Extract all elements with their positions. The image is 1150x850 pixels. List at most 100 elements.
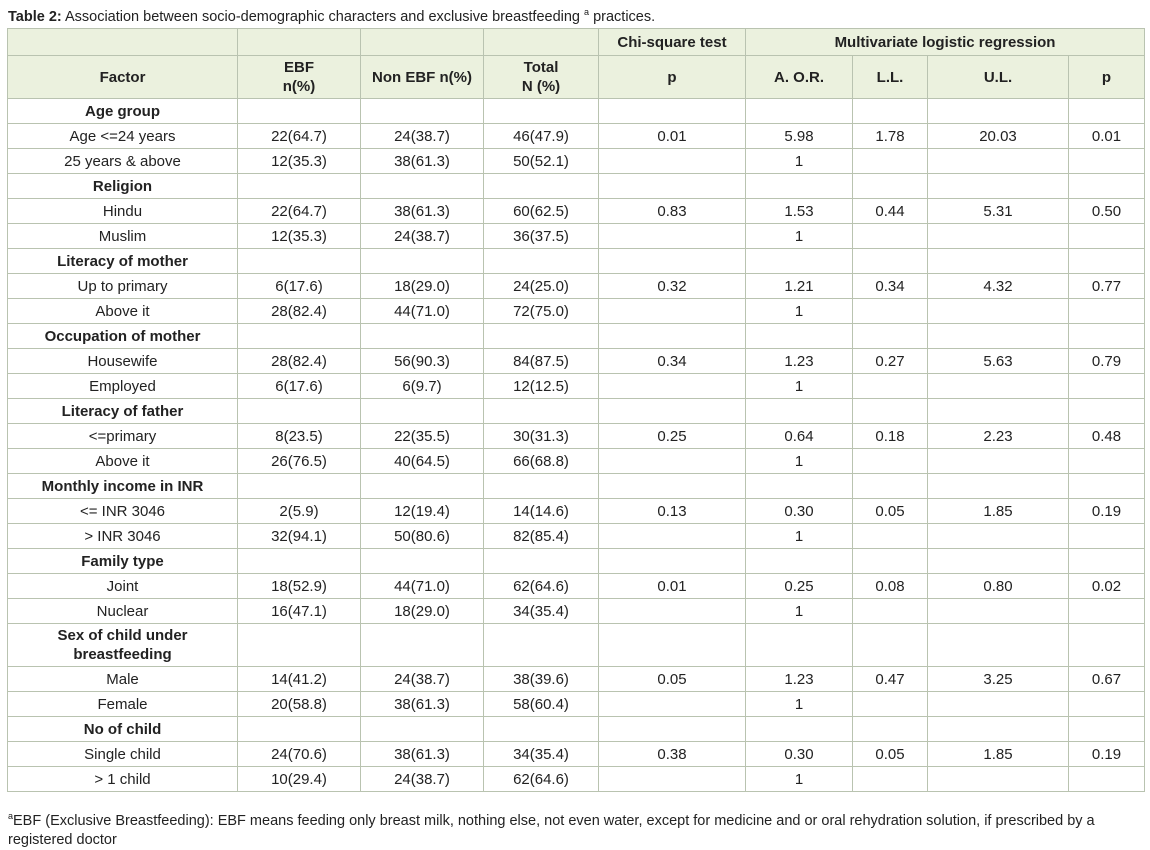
empty-cell xyxy=(852,398,928,424)
footnote-superscript: a xyxy=(8,811,14,821)
group-label: Occupation of mother xyxy=(7,323,238,349)
value-cell xyxy=(852,766,928,792)
group-label: Religion xyxy=(7,173,238,199)
value-cell: 22(35.5) xyxy=(360,423,484,449)
factor-cell: > INR 3046 xyxy=(7,523,238,549)
header-empty-cell xyxy=(360,28,484,56)
value-cell: 5.31 xyxy=(927,198,1069,224)
empty-cell xyxy=(237,716,361,742)
group-row: Literacy of mother xyxy=(7,248,1146,274)
value-cell: 4.32 xyxy=(927,273,1069,299)
value-cell: 58(60.4) xyxy=(483,691,599,717)
table-row: > INR 3046 32(94.1) 50(80.6) 82(85.4) 1 xyxy=(7,523,1146,549)
value-cell: 50(52.1) xyxy=(483,148,599,174)
factor-cell: Single child xyxy=(7,741,238,767)
group-label: No of child xyxy=(7,716,238,742)
value-cell: 38(61.3) xyxy=(360,198,484,224)
value-cell: 0.79 xyxy=(1067,348,1146,374)
table-row: Employed 6(17.6) 6(9.7) 12(12.5) 1 xyxy=(7,373,1146,399)
table-row: 25 years & above 12(35.3) 38(61.3) 50(52.1)… xyxy=(7,148,1146,174)
group-row: Sex of child under breastfeeding xyxy=(7,623,1146,667)
value-cell: 0.34 xyxy=(598,348,746,374)
value-cell: 84(87.5) xyxy=(483,348,599,374)
value-cell: 0.05 xyxy=(852,498,928,524)
value-cell: 1 xyxy=(745,691,853,717)
value-cell xyxy=(927,223,1069,249)
group-row: Occupation of mother xyxy=(7,323,1146,349)
empty-cell xyxy=(237,398,361,424)
value-cell: 0.44 xyxy=(852,198,928,224)
value-cell xyxy=(852,298,928,324)
empty-cell xyxy=(237,98,361,124)
value-cell: 26(76.5) xyxy=(237,448,361,474)
empty-cell xyxy=(360,716,484,742)
value-cell xyxy=(598,298,746,324)
table-row: Above it 26(76.5) 40(64.5) 66(68.8) 1 xyxy=(7,448,1146,474)
empty-cell xyxy=(360,173,484,199)
value-cell: 1 xyxy=(745,448,853,474)
empty-cell xyxy=(745,173,853,199)
value-cell: 0.08 xyxy=(852,573,928,599)
value-cell: 40(64.5) xyxy=(360,448,484,474)
value-cell: 0.19 xyxy=(1067,741,1146,767)
empty-cell xyxy=(852,473,928,499)
value-cell: 1.21 xyxy=(745,273,853,299)
factor-cell: Male xyxy=(7,666,238,692)
caption-text: Association between socio-demographic ch… xyxy=(64,8,580,25)
value-cell: 12(35.3) xyxy=(237,148,361,174)
value-cell xyxy=(852,523,928,549)
value-cell xyxy=(852,448,928,474)
empty-cell xyxy=(360,473,484,499)
table-row: Female 20(58.8) 38(61.3) 58(60.4) 1 xyxy=(7,691,1146,717)
value-cell: 38(39.6) xyxy=(483,666,599,692)
empty-cell xyxy=(483,248,599,274)
empty-cell xyxy=(598,716,746,742)
value-cell: 6(17.6) xyxy=(237,373,361,399)
table-body: Age group Age <=24 years 22(64.7) 24(38.7) 4… xyxy=(7,98,1146,792)
value-cell: 0.48 xyxy=(1067,423,1146,449)
empty-cell xyxy=(237,248,361,274)
empty-cell xyxy=(237,473,361,499)
group-label: Monthly income in INR xyxy=(7,473,238,499)
value-cell xyxy=(1067,691,1146,717)
value-cell: 44(71.0) xyxy=(360,298,484,324)
factor-cell: Joint xyxy=(7,573,238,599)
table-row: <= INR 3046 2(5.9) 12(19.4) 14(14.6) 0.13 0.3… xyxy=(7,498,1146,524)
factor-cell: Up to primary xyxy=(7,273,238,299)
value-cell: 0.50 xyxy=(1067,198,1146,224)
group-row: Religion xyxy=(7,173,1146,199)
value-cell: 24(38.7) xyxy=(360,223,484,249)
value-cell: 24(38.7) xyxy=(360,123,484,149)
empty-cell xyxy=(360,323,484,349)
value-cell: 6(9.7) xyxy=(360,373,484,399)
table-row: > 1 child 10(29.4) 24(38.7) 62(64.6) 1 xyxy=(7,766,1146,792)
value-cell xyxy=(927,766,1069,792)
ll-header: L.L. xyxy=(852,55,928,99)
table-row: Joint 18(52.9) 44(71.0) 62(64.6) 0.01 0.25 0.0… xyxy=(7,573,1146,599)
value-cell: 0.38 xyxy=(598,741,746,767)
value-cell: 6(17.6) xyxy=(237,273,361,299)
value-cell: 1.78 xyxy=(852,123,928,149)
value-cell xyxy=(598,766,746,792)
caption-tail: practices. xyxy=(593,8,656,25)
empty-cell xyxy=(927,548,1069,574)
factor-cell: Housewife xyxy=(7,348,238,374)
value-cell: 18(29.0) xyxy=(360,273,484,299)
empty-cell xyxy=(927,398,1069,424)
value-cell: 30(31.3) xyxy=(483,423,599,449)
value-cell: 38(61.3) xyxy=(360,741,484,767)
value-cell xyxy=(927,691,1069,717)
group-label: Literacy of mother xyxy=(7,248,238,274)
value-cell xyxy=(927,523,1069,549)
empty-cell xyxy=(1067,98,1146,124)
empty-cell xyxy=(360,248,484,274)
table-row: Up to primary 6(17.6) 18(29.0) 24(25.0) 0.32… xyxy=(7,273,1146,299)
factor-cell: Employed xyxy=(7,373,238,399)
empty-cell xyxy=(1067,398,1146,424)
value-cell: 0.05 xyxy=(852,741,928,767)
value-cell: 12(19.4) xyxy=(360,498,484,524)
value-cell: 0.80 xyxy=(927,573,1069,599)
value-cell: 2(5.9) xyxy=(237,498,361,524)
value-cell xyxy=(1067,148,1146,174)
value-cell: 1.53 xyxy=(745,198,853,224)
